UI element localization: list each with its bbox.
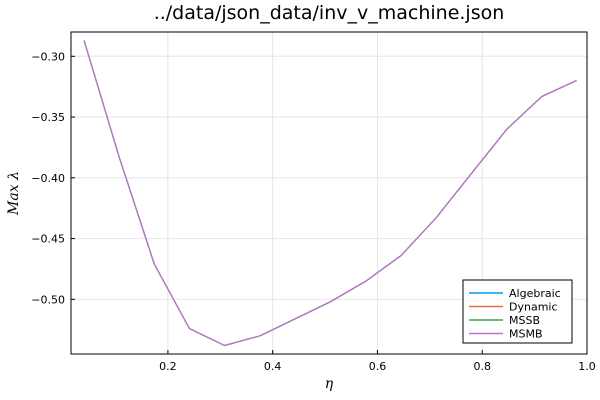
legend-label: Algebraic <box>509 287 561 300</box>
x-axis-label: η <box>325 376 334 392</box>
y-tick-label: −0.35 <box>31 111 65 124</box>
series-line-msmb <box>83 40 577 347</box>
legend-label: MSMB <box>509 328 543 341</box>
x-tick-label: 0.2 <box>159 360 177 373</box>
legend-label: MSSB <box>509 314 540 327</box>
legend-box <box>462 279 573 344</box>
y-axis-label: Max λ <box>6 171 22 216</box>
y-tick-label: −0.45 <box>31 233 65 246</box>
x-tick-label: 0.4 <box>264 360 282 373</box>
plot-frame <box>70 31 588 355</box>
legend-label: Dynamic <box>509 301 558 314</box>
x-tick-label: 0.8 <box>473 360 491 373</box>
y-tick-label: −0.40 <box>31 172 65 185</box>
tick-labels: 0.2 0.4 0.6 0.8 1.0 −0.30 −0.35 −0.40 −0.45 −0.50 <box>31 50 595 373</box>
y-tick-label: −0.30 <box>31 50 65 63</box>
series-lines <box>83 40 577 347</box>
x-tick-label: 0.6 <box>369 360 387 373</box>
x-tick-label: 1.0 <box>578 360 596 373</box>
y-tick-label: −0.50 <box>31 293 65 306</box>
chart-title: ../data/json_data/inv_v_machine.json <box>154 2 505 24</box>
